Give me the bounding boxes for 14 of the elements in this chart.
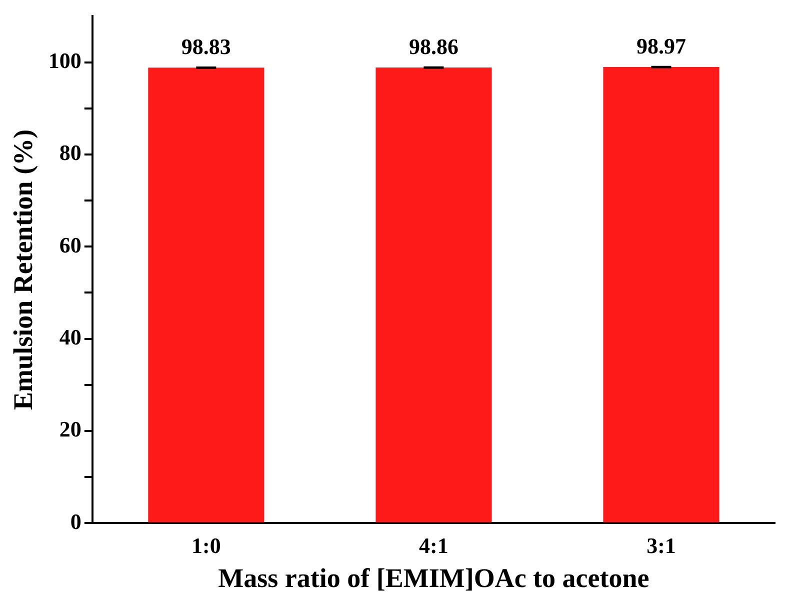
x-tick-label: 3:1: [646, 533, 676, 558]
y-axis-title: Emulsion Retention (%): [8, 129, 38, 410]
x-tick-label: 4:1: [419, 533, 448, 558]
y-tick-label: 40: [59, 324, 82, 350]
x-tick-label: 1:0: [192, 533, 221, 558]
y-tick-label: 60: [59, 232, 82, 258]
x-axis-title: Mass ratio of [EMIM]OAc to acetone: [218, 562, 650, 593]
y-tick-label: 20: [59, 416, 82, 442]
y-tick-label: 80: [59, 140, 82, 166]
y-tick-label: 100: [48, 48, 82, 73]
data-label: 98.86: [408, 34, 458, 59]
y-tick-label: 0: [70, 508, 82, 534]
data-label: 98.83: [181, 34, 231, 59]
data-label: 98.97: [636, 33, 686, 58]
